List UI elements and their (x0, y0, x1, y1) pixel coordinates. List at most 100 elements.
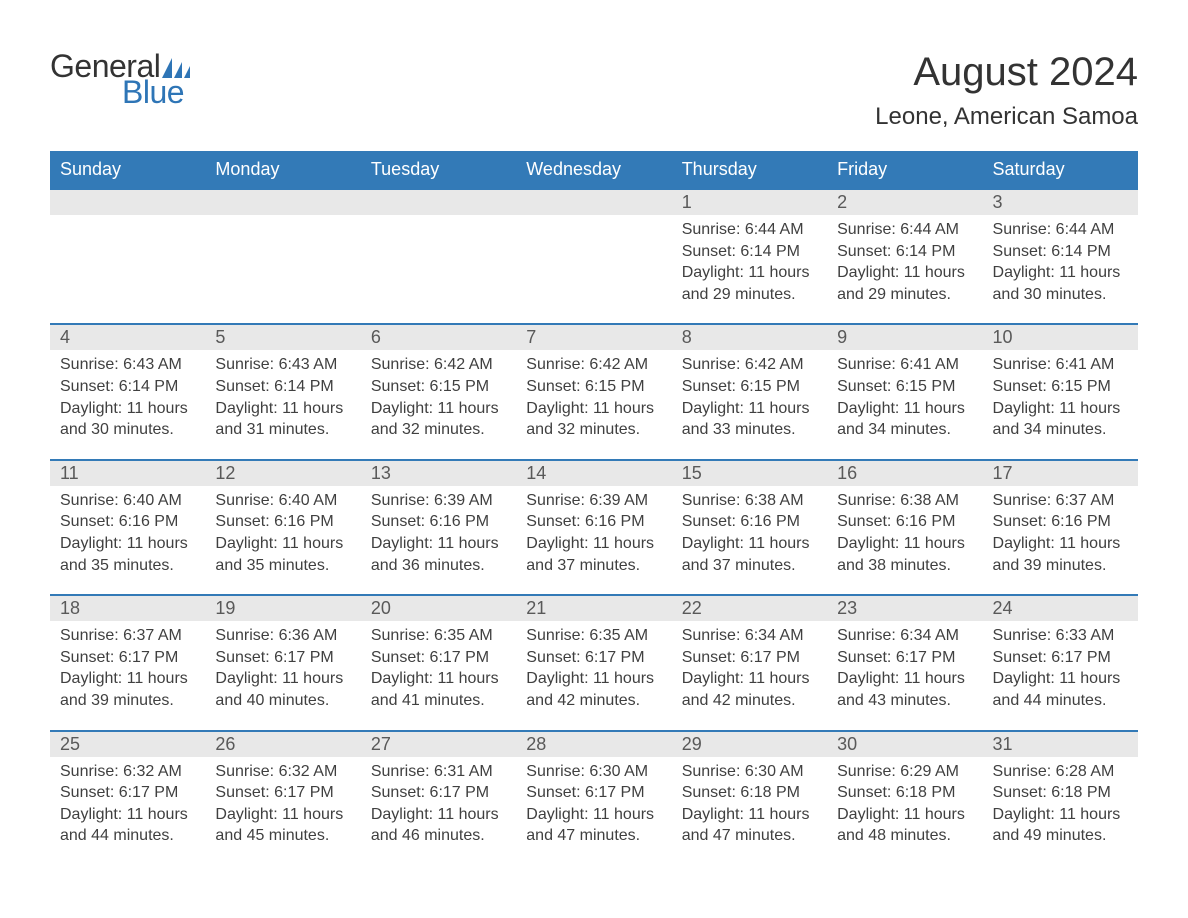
daylight-line-1: Daylight: 11 hours (682, 264, 810, 281)
day-number: 9 (827, 325, 982, 350)
calendar-day-cell: 24Sunrise: 6:33 AMSunset: 6:17 PMDayligh… (983, 595, 1138, 730)
daylight-line-2: and 33 minutes. (682, 421, 796, 438)
calendar-header-row: SundayMondayTuesdayWednesdayThursdayFrid… (50, 151, 1138, 189)
day-details: Sunrise: 6:42 AMSunset: 6:15 PMDaylight:… (516, 350, 671, 458)
day-details: Sunrise: 6:35 AMSunset: 6:17 PMDaylight:… (516, 621, 671, 729)
day-details (205, 215, 360, 315)
daylight-line-2: and 44 minutes. (993, 692, 1107, 709)
sunrise-line: Sunrise: 6:38 AM (682, 492, 804, 509)
day-details: Sunrise: 6:44 AMSunset: 6:14 PMDaylight:… (827, 215, 982, 323)
sunset-line: Sunset: 6:16 PM (837, 513, 955, 530)
sunrise-line: Sunrise: 6:40 AM (60, 492, 182, 509)
title-block: August 2024 Leone, American Samoa (875, 50, 1138, 131)
daylight-line-2: and 41 minutes. (371, 692, 485, 709)
day-details: Sunrise: 6:31 AMSunset: 6:17 PMDaylight:… (361, 757, 516, 865)
day-number: 22 (672, 596, 827, 621)
sunrise-line: Sunrise: 6:42 AM (371, 356, 493, 373)
calendar-week-row: 25Sunrise: 6:32 AMSunset: 6:17 PMDayligh… (50, 731, 1138, 865)
calendar-day-cell (361, 189, 516, 324)
calendar-day-cell: 11Sunrise: 6:40 AMSunset: 6:16 PMDayligh… (50, 460, 205, 595)
calendar-day-cell: 18Sunrise: 6:37 AMSunset: 6:17 PMDayligh… (50, 595, 205, 730)
calendar-day-cell: 7Sunrise: 6:42 AMSunset: 6:15 PMDaylight… (516, 324, 671, 459)
day-number (361, 190, 516, 215)
day-number: 18 (50, 596, 205, 621)
day-number (205, 190, 360, 215)
daylight-line-1: Daylight: 11 hours (215, 400, 343, 417)
daylight-line-1: Daylight: 11 hours (215, 670, 343, 687)
day-number: 26 (205, 732, 360, 757)
calendar-day-cell: 2Sunrise: 6:44 AMSunset: 6:14 PMDaylight… (827, 189, 982, 324)
brand-logo: General Blue (50, 50, 192, 108)
daylight-line-2: and 46 minutes. (371, 827, 485, 844)
weekday-header: Monday (205, 151, 360, 189)
sunset-line: Sunset: 6:17 PM (215, 784, 333, 801)
day-details: Sunrise: 6:37 AMSunset: 6:17 PMDaylight:… (50, 621, 205, 729)
daylight-line-2: and 39 minutes. (60, 692, 174, 709)
day-details: Sunrise: 6:41 AMSunset: 6:15 PMDaylight:… (983, 350, 1138, 458)
daylight-line-1: Daylight: 11 hours (60, 670, 188, 687)
daylight-line-1: Daylight: 11 hours (837, 670, 965, 687)
sunrise-line: Sunrise: 6:42 AM (682, 356, 804, 373)
daylight-line-2: and 31 minutes. (215, 421, 329, 438)
calendar-day-cell: 8Sunrise: 6:42 AMSunset: 6:15 PMDaylight… (672, 324, 827, 459)
daylight-line-1: Daylight: 11 hours (526, 535, 654, 552)
daylight-line-1: Daylight: 11 hours (837, 535, 965, 552)
sunset-line: Sunset: 6:15 PM (837, 378, 955, 395)
day-details: Sunrise: 6:36 AMSunset: 6:17 PMDaylight:… (205, 621, 360, 729)
daylight-line-2: and 39 minutes. (993, 557, 1107, 574)
sunset-line: Sunset: 6:16 PM (371, 513, 489, 530)
day-number: 10 (983, 325, 1138, 350)
calendar-day-cell: 31Sunrise: 6:28 AMSunset: 6:18 PMDayligh… (983, 731, 1138, 865)
sunset-line: Sunset: 6:15 PM (993, 378, 1111, 395)
sunset-line: Sunset: 6:17 PM (526, 784, 644, 801)
daylight-line-2: and 30 minutes. (60, 421, 174, 438)
sunrise-line: Sunrise: 6:44 AM (993, 221, 1115, 238)
weekday-header: Tuesday (361, 151, 516, 189)
day-number (516, 190, 671, 215)
day-details: Sunrise: 6:38 AMSunset: 6:16 PMDaylight:… (827, 486, 982, 594)
day-details: Sunrise: 6:38 AMSunset: 6:16 PMDaylight:… (672, 486, 827, 594)
calendar-day-cell: 6Sunrise: 6:42 AMSunset: 6:15 PMDaylight… (361, 324, 516, 459)
calendar-day-cell: 17Sunrise: 6:37 AMSunset: 6:16 PMDayligh… (983, 460, 1138, 595)
sunset-line: Sunset: 6:17 PM (60, 649, 178, 666)
daylight-line-2: and 36 minutes. (371, 557, 485, 574)
calendar-week-row: 18Sunrise: 6:37 AMSunset: 6:17 PMDayligh… (50, 595, 1138, 730)
day-number (50, 190, 205, 215)
day-number: 12 (205, 461, 360, 486)
page-header: General Blue August 2024 Leone, American… (50, 50, 1138, 131)
day-number: 30 (827, 732, 982, 757)
day-details: Sunrise: 6:40 AMSunset: 6:16 PMDaylight:… (50, 486, 205, 594)
day-number: 5 (205, 325, 360, 350)
sunset-line: Sunset: 6:14 PM (993, 243, 1111, 260)
day-number: 4 (50, 325, 205, 350)
sunrise-line: Sunrise: 6:43 AM (215, 356, 337, 373)
calendar-week-row: 11Sunrise: 6:40 AMSunset: 6:16 PMDayligh… (50, 460, 1138, 595)
sunrise-line: Sunrise: 6:35 AM (526, 627, 648, 644)
calendar-day-cell: 28Sunrise: 6:30 AMSunset: 6:17 PMDayligh… (516, 731, 671, 865)
day-number: 21 (516, 596, 671, 621)
calendar-day-cell: 23Sunrise: 6:34 AMSunset: 6:17 PMDayligh… (827, 595, 982, 730)
sunset-line: Sunset: 6:16 PM (215, 513, 333, 530)
daylight-line-2: and 34 minutes. (993, 421, 1107, 438)
sunrise-line: Sunrise: 6:41 AM (993, 356, 1115, 373)
daylight-line-1: Daylight: 11 hours (371, 400, 499, 417)
daylight-line-2: and 35 minutes. (215, 557, 329, 574)
sunrise-line: Sunrise: 6:28 AM (993, 763, 1115, 780)
daylight-line-2: and 42 minutes. (682, 692, 796, 709)
daylight-line-2: and 35 minutes. (60, 557, 174, 574)
daylight-line-1: Daylight: 11 hours (837, 264, 965, 281)
sunrise-line: Sunrise: 6:42 AM (526, 356, 648, 373)
sunset-line: Sunset: 6:14 PM (682, 243, 800, 260)
sunset-line: Sunset: 6:18 PM (993, 784, 1111, 801)
day-number: 20 (361, 596, 516, 621)
sunrise-line: Sunrise: 6:39 AM (526, 492, 648, 509)
location-subtitle: Leone, American Samoa (875, 103, 1138, 131)
daylight-line-2: and 29 minutes. (682, 286, 796, 303)
day-details: Sunrise: 6:35 AMSunset: 6:17 PMDaylight:… (361, 621, 516, 729)
day-details: Sunrise: 6:43 AMSunset: 6:14 PMDaylight:… (50, 350, 205, 458)
daylight-line-1: Daylight: 11 hours (837, 400, 965, 417)
sunset-line: Sunset: 6:16 PM (60, 513, 178, 530)
daylight-line-2: and 42 minutes. (526, 692, 640, 709)
calendar-day-cell: 14Sunrise: 6:39 AMSunset: 6:16 PMDayligh… (516, 460, 671, 595)
calendar-table: SundayMondayTuesdayWednesdayThursdayFrid… (50, 151, 1138, 865)
